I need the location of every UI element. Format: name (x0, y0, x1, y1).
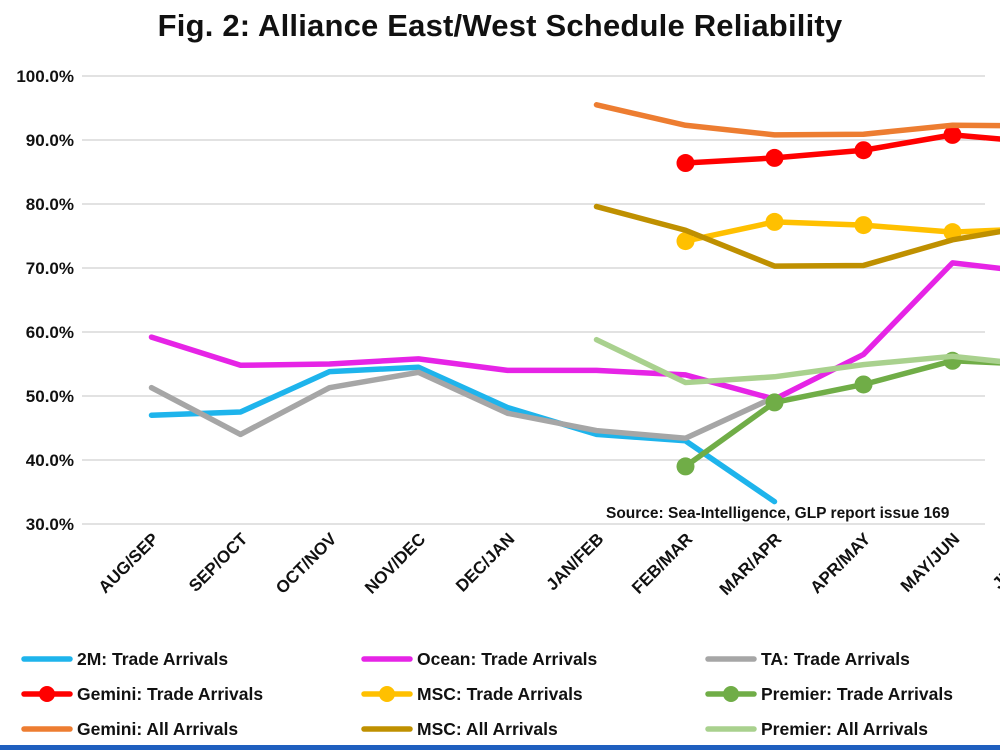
data-point-gemini-trade-arrivals (676, 154, 695, 173)
legend-swatch (361, 686, 413, 702)
x-tick-label: MAY/JUN (897, 529, 963, 595)
legend-item: TA: Trade Arrivals (704, 644, 910, 674)
legend-item: Premier: Trade Arrivals (704, 679, 953, 709)
series-line-premier-all-arrivals (593, 336, 1000, 386)
y-tick-label: 70.0% (26, 259, 74, 278)
y-tick-label: 100.0% (16, 67, 74, 86)
legend-item: Ocean: Trade Arrivals (360, 644, 597, 674)
x-tick-label: APR/MAY (807, 529, 875, 597)
legend-swatch (705, 656, 757, 662)
y-tick-label: 50.0% (26, 387, 74, 406)
series-line-gemini-trade-arrivals (682, 132, 1000, 166)
x-tick-label: MAR/APR (716, 529, 786, 599)
legend-swatch-marker (39, 686, 55, 702)
bottom-bar (0, 745, 1000, 750)
legend-swatch (21, 726, 73, 732)
legend-label: 2M: Trade Arrivals (77, 648, 229, 669)
chart-title: Fig. 2: Alliance East/West Schedule Reli… (157, 8, 843, 43)
legend-label: TA: Trade Arrivals (761, 648, 910, 669)
legend-item: MSC: Trade Arrivals (360, 679, 583, 709)
data-point-premier-trade-arrivals (854, 375, 873, 394)
y-tick-label: 60.0% (26, 323, 74, 342)
series-line-ocean-trade-arrivals (148, 260, 1000, 402)
data-point-msc-trade-arrivals (854, 216, 873, 235)
series-line-2m-trade-arrivals (148, 364, 778, 505)
data-point-gemini-trade-arrivals (943, 125, 962, 144)
legend-label: Gemini: All Arrivals (77, 718, 239, 739)
legend-item: Premier: All Arrivals (704, 714, 928, 744)
data-point-gemini-trade-arrivals (854, 141, 873, 160)
legend-swatch (21, 686, 73, 702)
legend: 2M: Trade Arrivals Ocean: Trade Arrivals T… (0, 642, 1000, 750)
legend-item: Gemini: Trade Arrivals (20, 679, 263, 709)
legend-label: MSC: Trade Arrivals (417, 683, 583, 704)
x-tick-label: NOV/DEC (361, 529, 429, 597)
legend-label: Ocean: Trade Arrivals (417, 648, 598, 669)
legend-swatch (21, 656, 73, 662)
x-tick-label: DEC/JAN (452, 529, 518, 595)
y-tick-label: 40.0% (26, 451, 74, 470)
legend-swatch (361, 656, 413, 662)
legend-swatch-marker (379, 686, 395, 702)
data-point-premier-trade-arrivals (676, 457, 695, 476)
series-line-msc-all-arrivals (593, 203, 1000, 269)
legend-swatch (361, 726, 413, 732)
legend-swatch-marker (723, 686, 739, 702)
series-line-msc-trade-arrivals (682, 219, 1000, 244)
data-point-msc-trade-arrivals (765, 212, 784, 231)
series-line-ta-trade-arrivals (148, 369, 778, 441)
data-point-msc-trade-arrivals (676, 232, 695, 251)
legend-item: MSC: All Arrivals (360, 714, 558, 744)
legend-swatch (705, 726, 757, 732)
x-tick-label: JUN/JUL (989, 529, 1000, 593)
data-point-gemini-trade-arrivals (765, 148, 784, 167)
data-point-premier-trade-arrivals (765, 393, 784, 412)
legend-label: Premier: Trade Arrivals (761, 683, 953, 704)
x-tick-label: AUG/SEP (95, 529, 163, 597)
x-tick-label: OCT/NOV (272, 529, 341, 598)
y-tick-label: 30.0% (26, 515, 74, 534)
legend-label: Gemini: Trade Arrivals (77, 683, 264, 704)
y-tick-label: 90.0% (26, 131, 74, 150)
x-tick-label: SEP/OCT (185, 529, 252, 596)
series-line-gemini-all-arrivals (593, 102, 1000, 138)
legend-label: Premier: All Arrivals (761, 718, 928, 739)
series-line-premier-trade-arrivals (682, 358, 1000, 470)
plot-area: 100.0% 90.0% 80.0% 70.0% 60.0% 50.0% 40.0% 30.0… (16, 67, 1000, 599)
x-tick-label: JAN/FEB (542, 529, 607, 594)
legend-item: 2M: Trade Arrivals (20, 644, 228, 674)
legend-swatch (705, 686, 757, 702)
y-tick-label: 80.0% (26, 195, 74, 214)
source-note: Source: Sea-Intelligence, GLP report iss… (606, 505, 950, 522)
x-tick-label: FEB/MAR (628, 529, 696, 597)
legend-item: Gemini: All Arrivals (20, 714, 238, 744)
legend-label: MSC: All Arrivals (417, 718, 558, 739)
